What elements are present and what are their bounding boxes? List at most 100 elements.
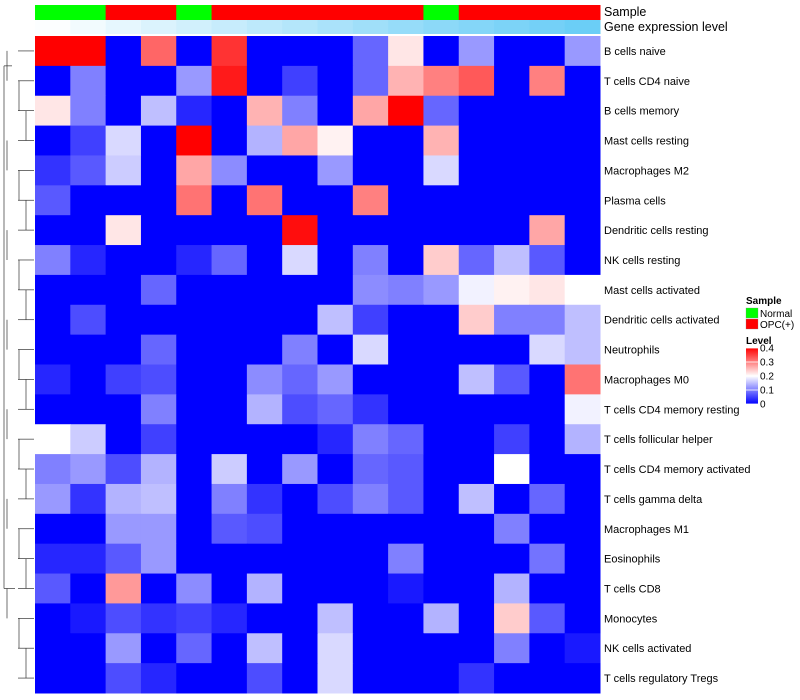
sample-cell (246, 5, 283, 20)
heatmap-cell (564, 334, 601, 365)
heatmap-cell (564, 424, 601, 455)
heatmap-cell (564, 65, 601, 97)
heatmap-cell (423, 155, 460, 186)
heatmap-cell (35, 304, 71, 336)
heatmap-cell (564, 274, 601, 306)
heatmap-cell (494, 274, 530, 306)
heatmap-cell (529, 215, 566, 246)
heatmap-cell (494, 543, 530, 575)
heatmap-cell (529, 663, 566, 694)
heatmap-cell (140, 215, 177, 246)
row-label: Macrophages M2 (604, 165, 689, 177)
heatmap-cell (423, 633, 460, 664)
heatmap-cell (388, 65, 424, 97)
heatmap-cell (317, 304, 354, 336)
heatmap-cell (140, 334, 177, 365)
heatmap-cell (140, 125, 177, 156)
heatmap-cell (458, 334, 495, 365)
heatmap-cell (70, 543, 107, 575)
heatmap-cell (282, 454, 318, 485)
heatmap-cell (458, 95, 495, 127)
heatmap-cell (211, 95, 248, 127)
row-label: Dendritic cells resting (604, 225, 709, 237)
heatmap-cell (388, 364, 424, 395)
expression-cell (176, 20, 213, 34)
sample-cell (105, 5, 142, 20)
heatmap-cell (211, 36, 248, 67)
heatmap-cell (494, 155, 530, 186)
heatmap-cell (176, 513, 213, 545)
heatmap-cell (140, 394, 177, 425)
heatmap-cell (35, 95, 71, 127)
heatmap-cell (246, 274, 283, 306)
heatmap-cell (388, 513, 424, 545)
heatmap-cell (388, 245, 424, 276)
heatmap-cell (70, 483, 107, 515)
heatmap-cell (246, 334, 283, 365)
heatmap-cell (35, 633, 71, 664)
heatmap-cell (529, 364, 566, 395)
heatmap-cell (529, 274, 566, 306)
heatmap-cell (317, 543, 354, 575)
heatmap-cell (70, 513, 107, 545)
heatmap-cell (140, 603, 177, 634)
heatmap-cell (282, 334, 318, 365)
heatmap-cell (70, 95, 107, 127)
heatmap-cell (388, 215, 424, 246)
heatmap-cell (317, 364, 354, 395)
heatmap-cell (35, 245, 71, 276)
heatmap-cell (352, 245, 389, 276)
heatmap-cell (564, 603, 601, 634)
heatmap-cell (423, 543, 460, 575)
heatmap-cell (140, 543, 177, 575)
legend-opc-label: OPC(+) (760, 320, 794, 331)
heatmap-cell (246, 215, 283, 246)
heatmap-cell (70, 274, 107, 306)
heatmap-cell (388, 125, 424, 156)
expression-cell (140, 20, 177, 34)
heatmap-cell (35, 334, 71, 365)
heatmap-cell (70, 603, 107, 634)
heatmap-cell (388, 155, 424, 186)
heatmap-cell (423, 215, 460, 246)
row-label: Neutrophils (604, 345, 660, 357)
heatmap-cell (105, 454, 142, 485)
heatmap-cell (458, 304, 495, 336)
heatmap-cell (282, 394, 318, 425)
heatmap-cell (211, 125, 248, 156)
heatmap-cell (105, 573, 142, 604)
heatmap-cell (423, 274, 460, 306)
heatmap-cell (529, 633, 566, 664)
heatmap-cell (529, 95, 566, 127)
heatmap-cell (282, 483, 318, 515)
heatmap-cell (458, 394, 495, 425)
heatmap-cell (352, 513, 389, 545)
sample-cell (494, 5, 530, 20)
heatmap-cell (70, 304, 107, 336)
heatmap-cell (246, 364, 283, 395)
heatmap-cell (282, 215, 318, 246)
heatmap-cell (494, 513, 530, 545)
heatmap-cell (494, 215, 530, 246)
heatmap-cell (105, 95, 142, 127)
heatmap-cell (494, 483, 530, 515)
heatmap-cell (35, 483, 71, 515)
heatmap-cell (317, 424, 354, 455)
heatmap-cell (35, 394, 71, 425)
heatmap-cell (494, 603, 530, 634)
heatmap-cell (564, 245, 601, 276)
heatmap-cell (458, 65, 495, 97)
heatmap-cell (529, 245, 566, 276)
expression-cell (388, 20, 424, 34)
heatmap-cell (317, 185, 354, 216)
level-legend-title: Level (746, 336, 772, 347)
heatmap-cell (140, 155, 177, 186)
legend-opc-swatch (745, 318, 759, 330)
heatmap-cell (352, 95, 389, 127)
heatmap-cell (70, 215, 107, 246)
heatmap-cell (140, 274, 177, 306)
heatmap-cell (388, 274, 424, 306)
heatmap-cell (423, 364, 460, 395)
heatmap-cell (282, 663, 318, 694)
